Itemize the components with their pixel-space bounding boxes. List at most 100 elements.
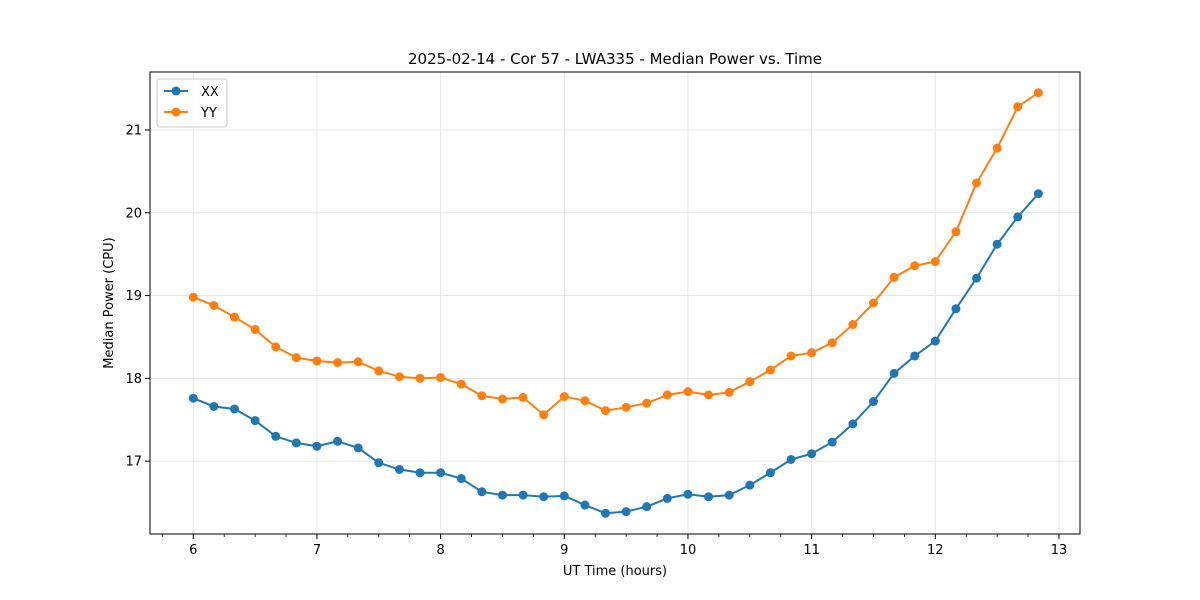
- data-point-yy: [188, 292, 198, 302]
- x-tick-label: 12: [927, 543, 944, 558]
- data-point-yy: [456, 379, 466, 389]
- legend: XX YY: [156, 78, 228, 128]
- data-point-xx: [539, 492, 549, 502]
- data-point-yy: [889, 272, 899, 282]
- data-point-yy: [333, 358, 343, 368]
- x-tick-label: 11: [803, 543, 820, 558]
- data-point-yy: [601, 406, 611, 416]
- data-point-xx: [394, 464, 404, 474]
- data-point-yy: [930, 257, 940, 267]
- data-point-xx: [889, 368, 899, 378]
- data-point-yy: [580, 396, 590, 406]
- data-point-xx: [415, 468, 425, 478]
- data-point-xx: [601, 508, 611, 518]
- data-point-xx: [250, 416, 260, 426]
- data-point-yy: [868, 298, 878, 308]
- data-point-xx: [621, 507, 631, 517]
- chart-title: 2025-02-14 - Cor 57 - LWA335 - Median Po…: [408, 50, 822, 68]
- data-point-yy: [972, 178, 982, 188]
- data-point-xx: [518, 490, 528, 500]
- plot-frame: [149, 71, 1081, 535]
- data-point-yy: [765, 365, 775, 375]
- data-point-xx: [910, 351, 920, 361]
- data-point-xx: [848, 419, 858, 429]
- data-point-xx: [230, 404, 239, 414]
- y-tick-label: 19: [125, 289, 142, 304]
- data-point-yy: [291, 353, 301, 363]
- x-tick-label: 7: [313, 543, 321, 558]
- data-point-yy: [848, 320, 858, 330]
- data-point-xx: [992, 239, 1002, 249]
- data-point-xx: [765, 468, 775, 478]
- x-tick-label: 9: [560, 543, 568, 558]
- data-point-yy: [271, 342, 281, 352]
- data-point-yy: [209, 300, 219, 310]
- legend-label-xx: XX: [201, 85, 219, 100]
- data-point-yy: [312, 356, 322, 366]
- data-point-xx: [951, 304, 961, 314]
- data-point-yy: [436, 373, 446, 383]
- data-point-xx: [188, 393, 198, 403]
- plot-series: [188, 88, 1043, 518]
- data-point-xx: [436, 468, 446, 478]
- x-tick-label: 6: [189, 543, 197, 558]
- data-point-yy: [662, 390, 672, 400]
- data-point-xx: [374, 458, 384, 468]
- data-point-xx: [972, 273, 982, 283]
- data-point-yy: [394, 372, 404, 382]
- data-point-yy: [497, 394, 507, 404]
- x-tick-label: 10: [680, 543, 697, 558]
- y-tick-label: 18: [125, 372, 142, 387]
- data-point-yy: [910, 261, 920, 271]
- data-point-xx: [662, 493, 672, 503]
- data-point-xx: [642, 502, 652, 512]
- data-point-xx: [271, 431, 281, 441]
- data-point-yy: [1013, 102, 1023, 112]
- data-point-yy: [807, 348, 817, 358]
- data-point-xx: [1033, 189, 1043, 199]
- data-point-xx: [704, 492, 714, 502]
- data-point-yy: [827, 338, 837, 348]
- data-point-xx: [291, 438, 301, 448]
- data-point-yy: [683, 387, 693, 397]
- data-point-yy: [621, 402, 631, 412]
- data-point-xx: [580, 500, 590, 510]
- data-point-yy: [724, 387, 734, 397]
- x-tick-label: 13: [1051, 543, 1068, 558]
- data-point-xx: [930, 336, 940, 346]
- data-point-xx: [456, 474, 466, 484]
- data-point-yy: [642, 398, 652, 408]
- data-point-yy: [951, 227, 961, 237]
- data-point-xx: [1013, 212, 1023, 222]
- data-point-xx: [807, 449, 817, 459]
- data-point-xx: [827, 437, 837, 447]
- y-tick-label: 21: [125, 123, 142, 138]
- data-point-yy: [230, 312, 239, 322]
- data-point-yy: [1033, 88, 1043, 98]
- data-point-yy: [250, 324, 260, 334]
- data-point-yy: [353, 357, 363, 367]
- data-point-xx: [353, 443, 363, 453]
- legend-marker-yy: [171, 107, 181, 117]
- data-point-xx: [477, 487, 487, 497]
- data-point-yy: [745, 377, 755, 387]
- data-point-yy: [559, 392, 569, 402]
- data-point-xx: [209, 401, 219, 411]
- data-point-xx: [683, 489, 693, 499]
- data-point-yy: [539, 410, 549, 420]
- data-point-yy: [518, 392, 528, 402]
- data-point-yy: [786, 351, 796, 361]
- data-point-xx: [786, 454, 796, 464]
- data-point-yy: [415, 373, 425, 383]
- legend-marker-xx: [171, 86, 181, 96]
- data-point-xx: [559, 491, 569, 501]
- grid: [150, 72, 1080, 534]
- y-tick-label: 17: [125, 455, 142, 470]
- data-point-yy: [992, 143, 1002, 153]
- data-point-xx: [745, 480, 755, 490]
- y-tick-label: 20: [125, 206, 142, 221]
- data-point-xx: [868, 397, 878, 407]
- legend-label-yy: YY: [200, 106, 217, 121]
- data-point-xx: [724, 490, 734, 500]
